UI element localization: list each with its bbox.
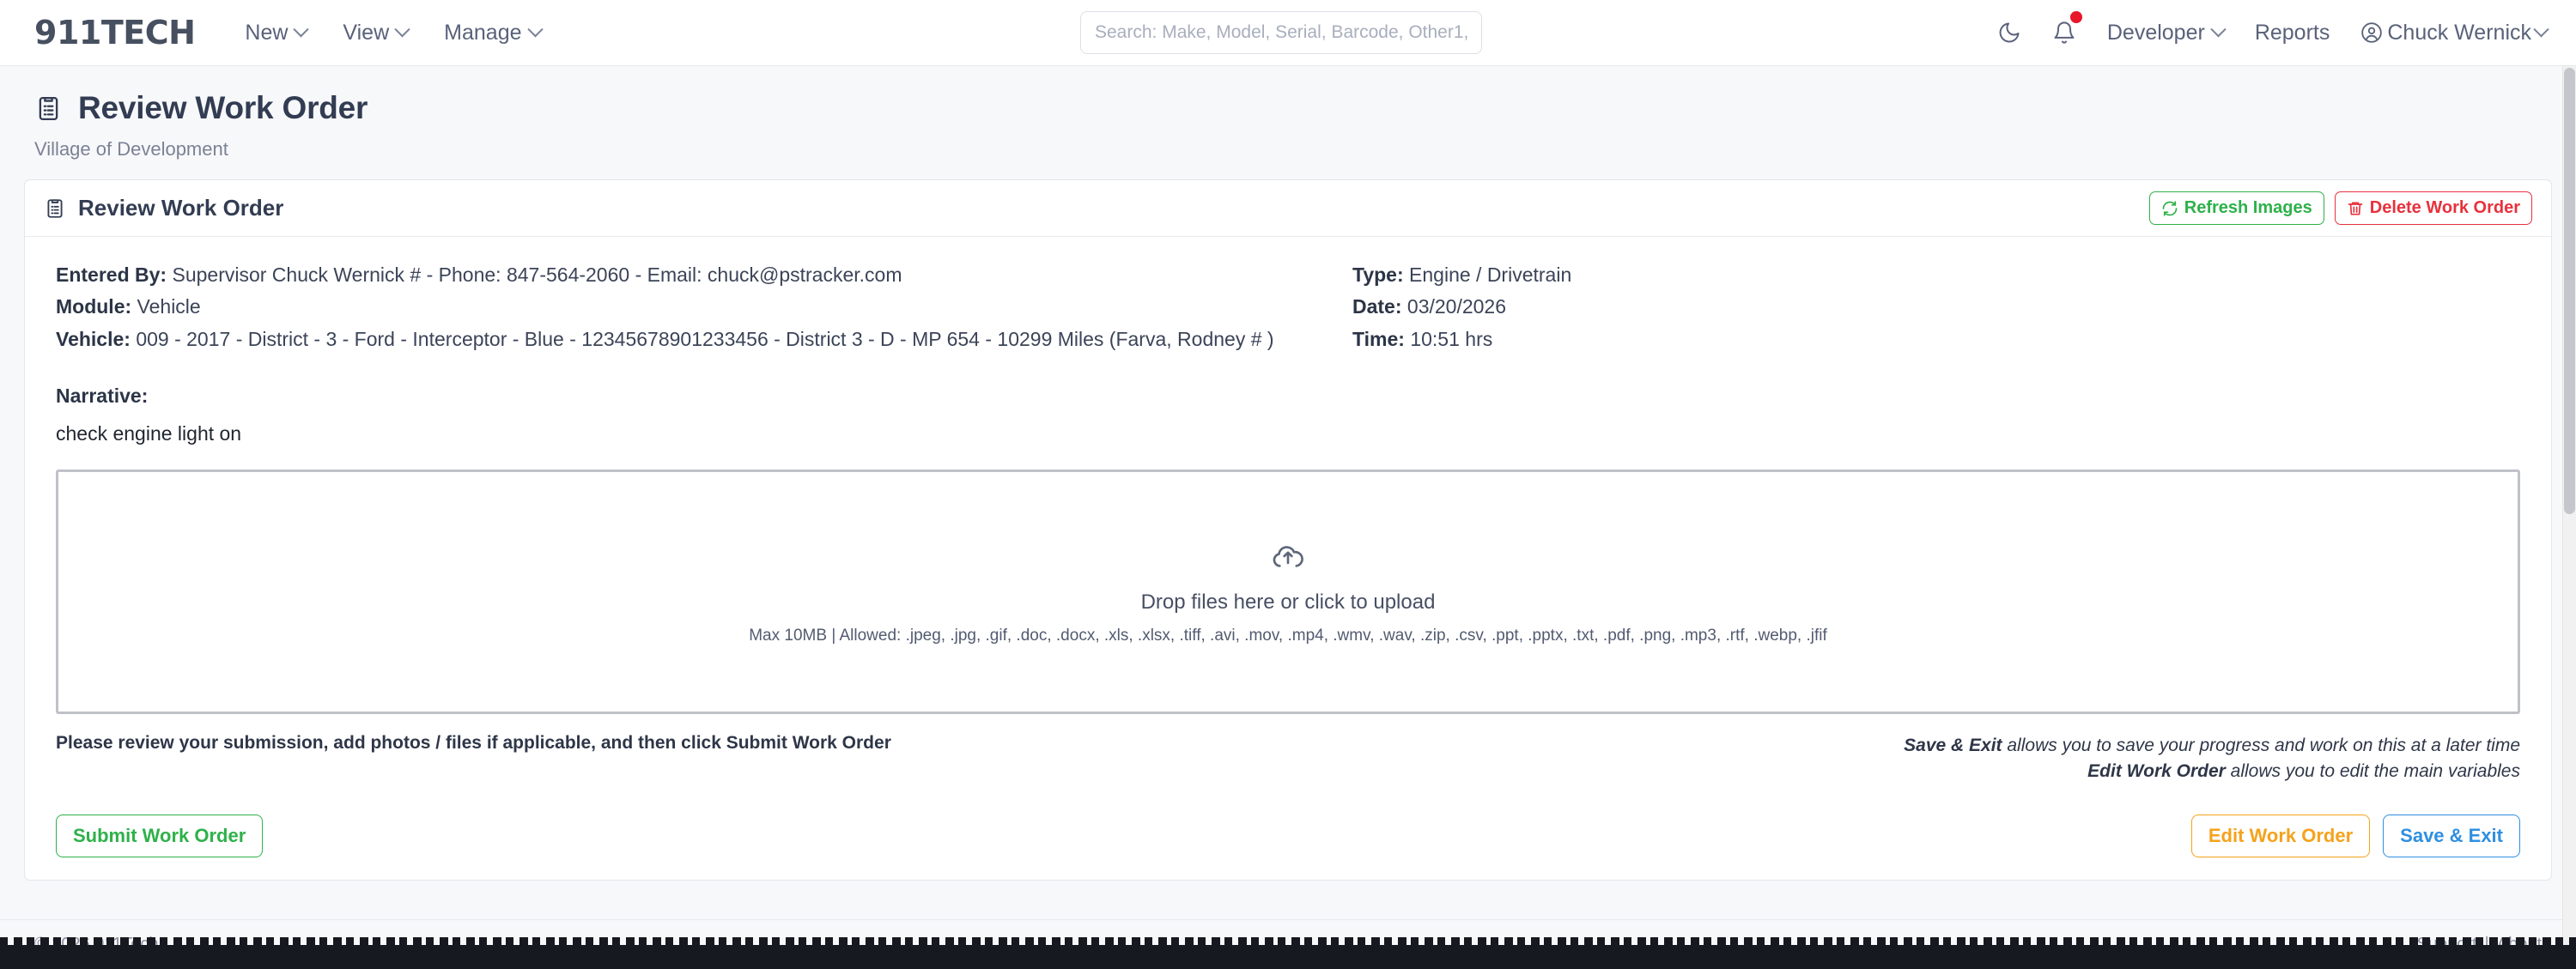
page-subtitle: Village of Development [34, 138, 228, 160]
date-value: 03/20/2026 [1406, 295, 1507, 318]
brand-logo[interactable]: 911TECH [34, 14, 196, 51]
vehicle-value: 009 - 2017 - District - 3 - Ford - Inter… [136, 327, 1274, 350]
vehicle-label: Vehicle: [56, 327, 131, 350]
page-header: Review Work Order Village of Development [0, 66, 2576, 160]
time-row: Time: 10:51 hrs [1352, 324, 1571, 355]
chevron-down-icon [2210, 21, 2227, 37]
card-title: Review Work Order [78, 195, 284, 221]
global-search [1080, 11, 1482, 54]
refresh-icon [2162, 200, 2178, 216]
details-right-column: Type: Engine / Drivetrain Date: 03/20/20… [1305, 259, 1571, 355]
action-hints: Save & Exit allows you to save your prog… [1904, 733, 2520, 784]
module-row: Module: Vehicle [56, 291, 1305, 323]
navbar-right: Developer Reports Chuck Wernick [1997, 11, 2549, 45]
notifications-button[interactable] [2052, 11, 2082, 45]
taskbar-edge [0, 937, 2576, 949]
edit-work-order-hint-bold: Edit Work Order [2087, 760, 2226, 781]
search-input[interactable] [1080, 11, 1482, 54]
narrative-label: Narrative: [56, 384, 149, 407]
date-label: Date: [1352, 295, 1402, 318]
page-title-row: Review Work Order [34, 90, 2542, 126]
chevron-down-icon [394, 21, 410, 37]
user-circle-icon [2361, 22, 2383, 43]
page-title: Review Work Order [78, 90, 368, 125]
file-dropzone[interactable]: Drop files here or click to upload Max 1… [56, 469, 2520, 714]
save-exit-hint-bold: Save & Exit [1904, 735, 2002, 755]
edit-work-order-hint-rest: allows you to edit the main variables [2225, 760, 2520, 781]
trash-icon [2348, 202, 2363, 215]
date-row: Date: 03/20/2026 [1352, 291, 1571, 323]
time-label: Time: [1352, 327, 1405, 350]
moon-icon [1999, 22, 2020, 43]
cloud-upload-icon [1273, 546, 1303, 567]
entered-by-label: Entered By: [56, 263, 167, 286]
refresh-images-button[interactable]: Refresh Images [2148, 191, 2324, 225]
delete-work-order-label: Delete Work Order [2369, 198, 2520, 217]
instructions-row: Please review your submission, add photo… [56, 733, 2520, 784]
vehicle-row: Vehicle: 009 - 2017 - District - 3 - For… [56, 324, 1305, 355]
nav-item-developer-label: Developer [2106, 20, 2205, 45]
work-order-details: Entered By: Supervisor Chuck Wernick # -… [56, 259, 2520, 355]
nav-item-reports[interactable]: Reports [2255, 21, 2330, 45]
nav-item-manage[interactable]: Manage [444, 20, 544, 45]
clipboard-list-icon [39, 96, 58, 120]
chevron-down-icon [526, 21, 544, 37]
top-navbar: 911TECH New View Manage [0, 0, 2576, 66]
chevron-down-icon [293, 21, 310, 37]
chevron-down-icon [2533, 21, 2549, 37]
card-actions-right: Edit Work Order Save & Exit [2190, 815, 2520, 858]
entered-by-row: Entered By: Supervisor Chuck Wernick # -… [56, 259, 1305, 291]
delete-work-order-button[interactable]: Delete Work Order [2334, 191, 2532, 225]
narrative-section: Narrative: check engine light on [56, 385, 2520, 445]
bell-icon [2054, 21, 2075, 44]
module-label: Module: [56, 295, 132, 318]
card-header-actions: Refresh Images Delete Work Order [2148, 191, 2532, 225]
dropzone-sub-text: Max 10MB | Allowed: .jpeg, .jpg, .gif, .… [749, 626, 1827, 645]
notification-badge [2069, 11, 2082, 23]
time-value: 10:51 hrs [1410, 327, 1493, 350]
cloud-upload-icon-wrap [1270, 538, 1306, 578]
card-header: Review Work Order Refresh Images [25, 180, 2551, 237]
save-exit-hint-rest: allows you to save your progress and wor… [2002, 735, 2520, 755]
refresh-images-label: Refresh Images [2184, 198, 2312, 217]
edit-work-order-hint: Edit Work Order allows you to edit the m… [1904, 759, 2520, 784]
nav-item-developer[interactable]: Developer [2106, 20, 2227, 45]
vertical-scrollbar-thumb[interactable] [2564, 68, 2575, 514]
review-instructions: Please review your submission, add photo… [56, 732, 891, 753]
card-actions: Submit Work Order Edit Work Order Save &… [56, 815, 2520, 858]
review-work-order-card: Review Work Order Refresh Images [24, 179, 2552, 881]
type-value: Engine / Drivetrain [1409, 263, 1572, 286]
nav-item-view[interactable]: View [343, 20, 410, 45]
user-menu-label: Chuck Wernick [2387, 20, 2531, 45]
card-title-group: Review Work Order [44, 195, 283, 221]
save-and-exit-button[interactable]: Save & Exit [2383, 815, 2520, 858]
details-left-column: Entered By: Supervisor Chuck Wernick # -… [56, 259, 1305, 355]
nav-item-reports-label: Reports [2254, 20, 2330, 45]
theme-toggle-button[interactable] [1997, 21, 2021, 45]
user-menu[interactable]: Chuck Wernick [2360, 20, 2549, 45]
submit-work-order-button[interactable]: Submit Work Order [56, 815, 264, 858]
nav-item-new-label: New [245, 20, 289, 45]
nav-item-manage-label: Manage [444, 20, 522, 45]
narrative-text: check engine light on [56, 421, 242, 445]
dropzone-main-text: Drop files here or click to upload [1140, 590, 1436, 614]
main-nav: New View Manage [245, 20, 544, 45]
nav-item-view-label: View [343, 20, 390, 45]
type-row: Type: Engine / Drivetrain [1352, 259, 1571, 291]
os-taskbar [0, 937, 2576, 969]
clipboard-list-icon [47, 198, 63, 218]
entered-by-value: Supervisor Chuck Wernick # - Phone: 847-… [172, 263, 902, 286]
module-value: Vehicle [137, 295, 201, 318]
type-label: Type: [1352, 263, 1404, 286]
nav-item-new[interactable]: New [245, 20, 310, 45]
edit-work-order-button[interactable]: Edit Work Order [2190, 815, 2371, 858]
save-exit-hint: Save & Exit allows you to save your prog… [1904, 733, 2520, 759]
card-body: Entered By: Supervisor Chuck Wernick # -… [25, 237, 2551, 880]
